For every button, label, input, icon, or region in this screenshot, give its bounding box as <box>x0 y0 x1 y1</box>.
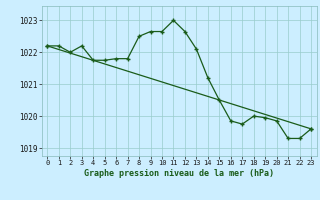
X-axis label: Graphe pression niveau de la mer (hPa): Graphe pression niveau de la mer (hPa) <box>84 169 274 178</box>
